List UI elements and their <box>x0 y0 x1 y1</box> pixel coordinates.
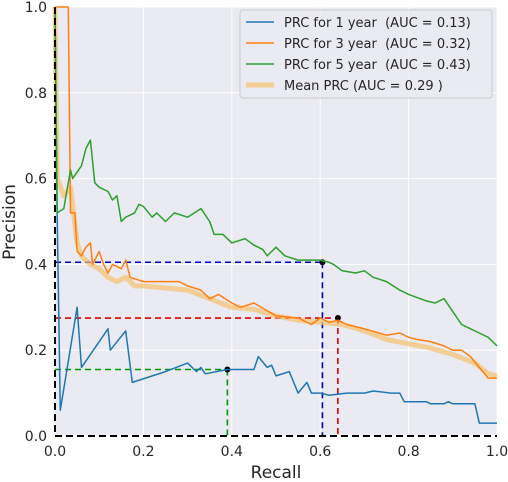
y-tick-label-5: 1.0 <box>25 0 47 16</box>
y-tick-label-1: 0.2 <box>25 343 47 359</box>
x-tick-label-3: 0.6 <box>309 444 331 460</box>
legend-label-2: PRC for 5 year (AUC = 0.43) <box>284 58 471 73</box>
y-tick-label-0: 0.0 <box>25 429 47 445</box>
x-tick-label-2: 0.4 <box>221 444 243 460</box>
y-tick-label-2: 0.4 <box>25 257 47 273</box>
x-tick-label-1: 0.2 <box>132 444 154 460</box>
legend: PRC for 1 year (AUC = 0.13) PRC for 3 yea… <box>239 9 493 99</box>
series-lines <box>52 6 498 424</box>
y-tick-label-3: 0.6 <box>25 172 47 188</box>
series-line-0 <box>54 6 497 424</box>
x-tick-label-5: 1.0 <box>486 444 508 460</box>
legend-box <box>239 9 493 99</box>
series-line-1 <box>55 6 497 379</box>
legend-label-1: PRC for 3 year (AUC = 0.32) <box>284 37 471 52</box>
y-tick-label-4: 0.8 <box>25 86 47 102</box>
legend-label-0: PRC for 1 year (AUC = 0.13) <box>284 16 471 31</box>
tick-labels: 0.0 0.2 0.4 0.6 0.8 1.0 0.0 0.2 0.4 0.6 0.8 1.0 <box>25 0 508 460</box>
reference-point-1 <box>334 315 341 322</box>
x-tick-label-0: 0.0 <box>44 444 66 460</box>
x-tick-label-4: 0.8 <box>397 444 419 460</box>
y-axis-label: Precision <box>0 184 20 260</box>
series-line-2 <box>54 6 498 347</box>
legend-label-3: Mean PRC (AUC = 0.29 ) <box>284 79 443 94</box>
x-axis-label: Recall <box>251 463 302 482</box>
axis-frame <box>54 7 497 437</box>
series-line-3 <box>52 6 498 379</box>
